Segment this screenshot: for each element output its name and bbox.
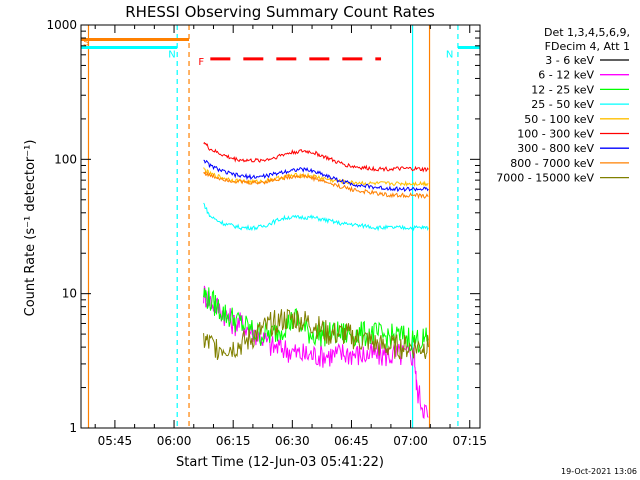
y-axis: 1 10 100 1000: [46, 18, 480, 435]
legend-label-7: 800 - 7000 keV: [510, 157, 594, 170]
x-tick-label-5: 07:00: [393, 434, 428, 448]
flag-label-s-0: S: [83, 37, 89, 48]
flag-bars: S N N F: [81, 37, 480, 68]
x-axis: 05:45 06:00 06:15 06:30 06:45 07:00 07:15: [94, 25, 487, 448]
chart-title: RHESSI Observing Summary Count Rates: [125, 3, 435, 21]
series-line-8: [203, 308, 429, 360]
plot-frame: [80, 24, 481, 429]
flag-label-n-2: N: [446, 49, 453, 60]
legend-label-2: 12 - 25 keV: [531, 83, 594, 96]
legend-label-8: 7000 - 15000 keV: [496, 172, 594, 185]
y-tick-label-0: 1: [69, 421, 77, 435]
x-tick-label-4: 06:45: [334, 434, 369, 448]
x-tick-label-6: 07:15: [452, 434, 487, 448]
legend-header-1: FDecim 4, Att 1: [545, 40, 630, 53]
x-tick-label-1: 06:00: [157, 434, 192, 448]
series-line-5: [203, 141, 429, 173]
series-line-2: [203, 287, 429, 353]
series-line-6: [203, 159, 429, 193]
legend-label-5: 100 - 300 keV: [517, 128, 594, 141]
vertical-markers: [87, 25, 459, 428]
y-tick-label-1: 10: [62, 287, 77, 301]
x-axis-label: Start Time (12-Jun-03 05:41:22): [176, 455, 384, 470]
legend-label-6: 300 - 800 keV: [517, 142, 594, 155]
flag-label-f-3: F: [198, 57, 204, 68]
legend-label-1: 6 - 12 keV: [538, 69, 594, 82]
timestamp: 19-Oct-2021 13:06: [561, 467, 637, 476]
x-tick-label-2: 06:15: [216, 434, 251, 448]
x-tick-label-0: 05:45: [98, 434, 133, 448]
legend-header-0: Det 1,3,4,5,6,9,: [544, 26, 630, 39]
series-lines: [203, 141, 429, 420]
y-tick-label-2: 100: [54, 152, 77, 166]
legend: Det 1,3,4,5,6,9,FDecim 4, Att 13 - 6 keV…: [496, 26, 630, 185]
legend-label-3: 25 - 50 keV: [531, 98, 594, 111]
flag-label-n-1: N: [168, 49, 175, 60]
series-line-4: [203, 167, 429, 187]
x-tick-label-3: 06:30: [275, 434, 310, 448]
y-axis-label: Count Rate (s⁻¹ detector⁻¹): [23, 140, 38, 317]
series-line-3: [203, 202, 429, 232]
y-tick-label-3: 1000: [46, 18, 77, 32]
legend-label-4: 50 - 100 keV: [524, 113, 594, 126]
series-line-7: [203, 170, 429, 200]
legend-label-0: 3 - 6 keV: [545, 54, 594, 67]
